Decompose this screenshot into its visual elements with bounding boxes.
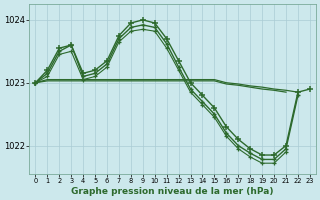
X-axis label: Graphe pression niveau de la mer (hPa): Graphe pression niveau de la mer (hPa) (71, 187, 274, 196)
